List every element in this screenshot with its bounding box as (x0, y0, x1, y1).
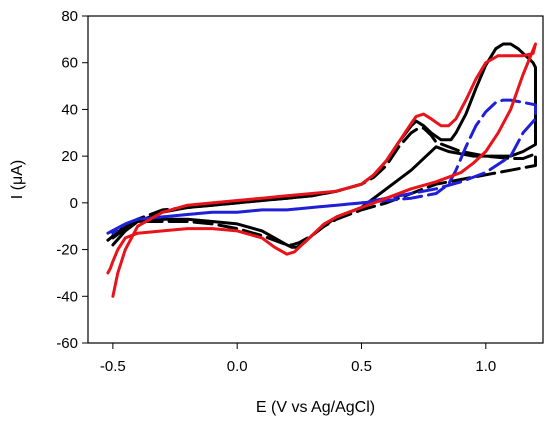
plot-frame (87, 15, 544, 344)
y-tick-label: -60 (56, 335, 78, 352)
series-line-3 (106, 98, 537, 235)
y-tick-label: 0 (70, 195, 78, 212)
x-tick-label: -0.5 (100, 358, 126, 375)
tick-labels: -60 -40 -20 0 20 40 60 80 -0.5 0.0 0.5 1.0 (56, 8, 496, 375)
y-tick-label: -40 (56, 288, 78, 305)
series-line-4 (106, 42, 537, 298)
series-line-2 (106, 126, 537, 247)
y-tick-label: 60 (61, 55, 78, 72)
axis-ticks (82, 15, 487, 349)
x-tick-label: 0.0 (227, 358, 248, 375)
y-axis-title: I (μA) (9, 160, 26, 199)
series-layer (106, 42, 537, 298)
y-tick-label: 40 (61, 101, 78, 118)
y-tick-label: 20 (61, 148, 78, 165)
x-tick-label: 0.5 (351, 358, 372, 375)
y-tick-label: 80 (61, 8, 78, 25)
x-tick-label: 1.0 (475, 358, 496, 375)
x-axis-title: E (V vs Ag/AgCl) (256, 399, 375, 416)
y-tick-label: -20 (56, 242, 78, 259)
